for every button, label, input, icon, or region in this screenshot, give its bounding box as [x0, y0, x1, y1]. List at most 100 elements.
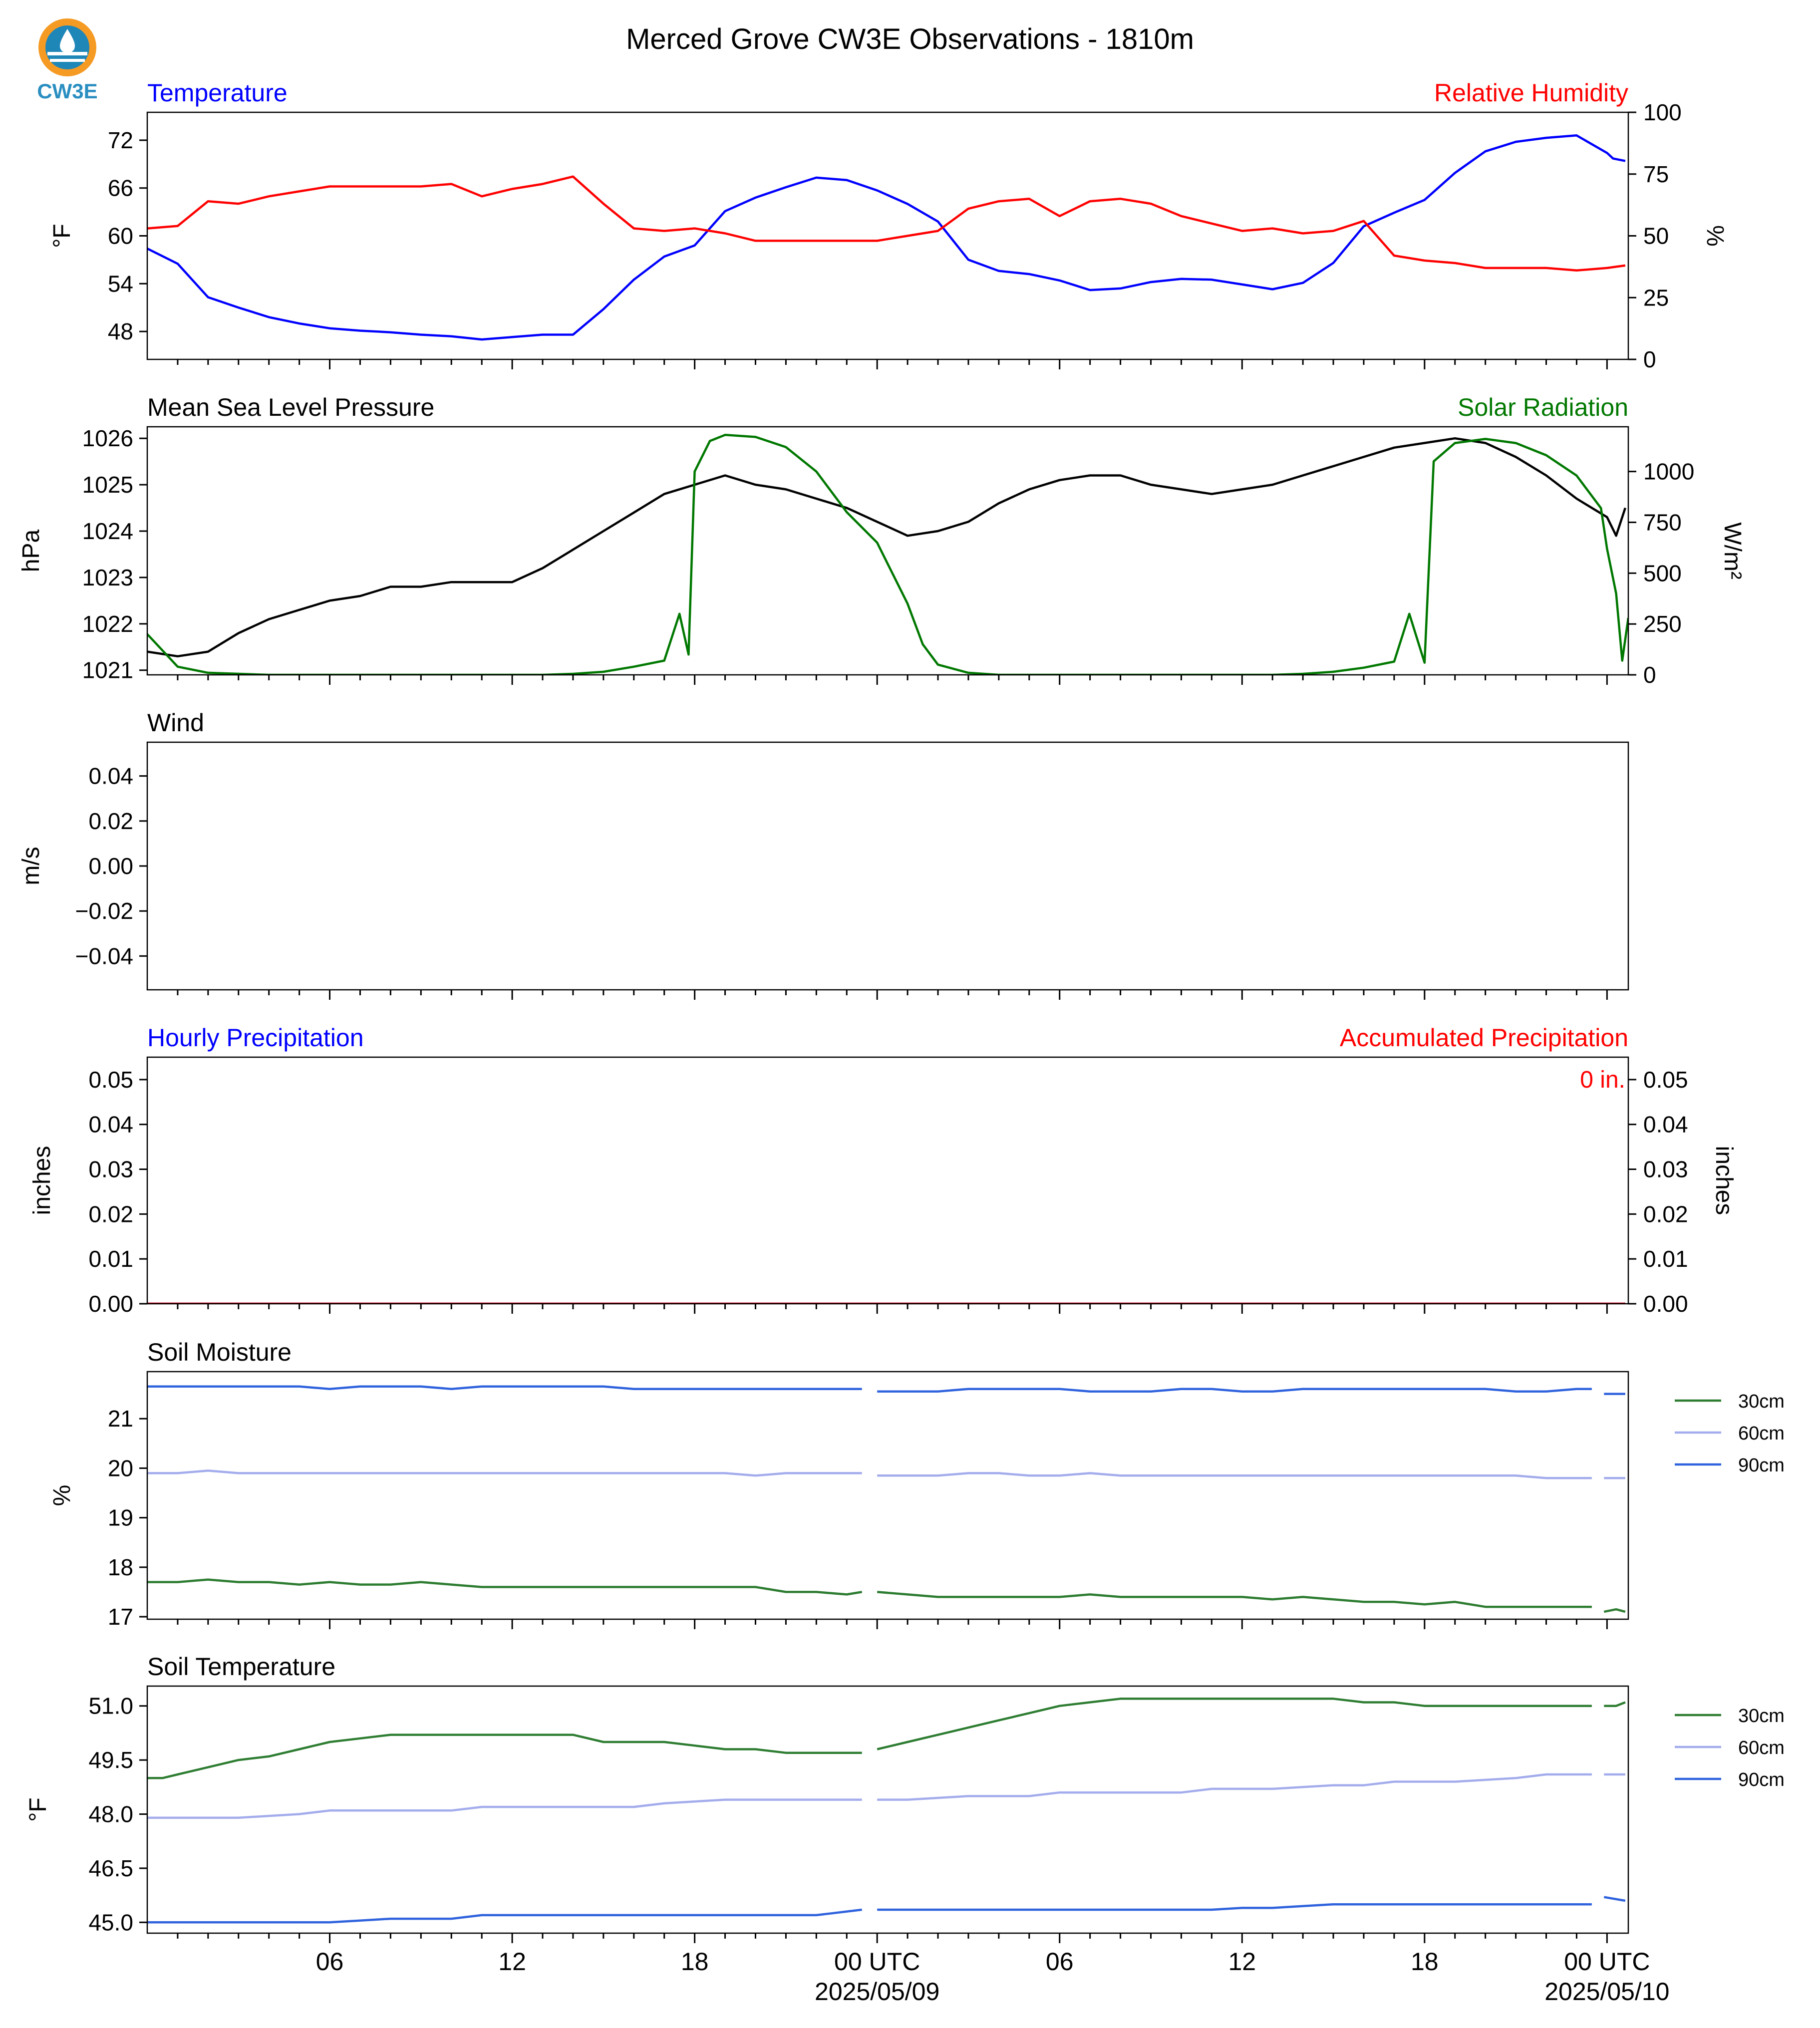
logo-wave-1	[47, 52, 87, 55]
y-tick-label: 0.00	[88, 1291, 133, 1317]
x-tick-label: 18	[1411, 1948, 1439, 1976]
series-line-solar-radiation	[147, 434, 1628, 675]
y-tick-label: 18	[108, 1554, 133, 1580]
y-tick-label: 51.0	[88, 1693, 133, 1719]
series-line-60cm	[877, 1472, 1592, 1479]
plot-frame	[146, 111, 1629, 360]
panel-wind: Wind −0.04 −0.02 0.00 0.02 0.04 m/s	[18, 709, 1629, 1000]
series-line-30cm	[147, 1734, 862, 1779]
y-axis-label-right: W/m²	[1719, 522, 1746, 579]
plot-frame	[146, 1056, 1629, 1305]
y-tick-label-right: 100	[1643, 99, 1682, 125]
x-tick-label: 06	[316, 1948, 344, 1976]
panels: Temperature Relative Humidity 48 54 60 66 72 °F…	[18, 79, 1785, 2006]
legend-label: 30cm	[1738, 1391, 1785, 1412]
y-tick-label-right: 500	[1643, 560, 1682, 586]
panel-precip: Hourly Precipitation Accumulated Precipit…	[29, 1024, 1737, 1317]
x-date-label: 2025/05/10	[1544, 1978, 1669, 2006]
legend-label: 90cm	[1738, 1769, 1785, 1790]
figure-title: Merced Grove CW3E Observations - 1810m	[626, 23, 1194, 55]
series-line-30cm	[877, 1698, 1592, 1750]
y-tick-label-right: 250	[1643, 611, 1682, 637]
series-line-relative-humidity	[147, 175, 1626, 272]
x-tick-label: 00 UTC	[834, 1948, 920, 1976]
y-tick-label: 48	[108, 318, 133, 344]
panel-title-left: Hourly Precipitation	[147, 1024, 364, 1052]
panel-title-right: Relative Humidity	[1434, 79, 1628, 107]
panel-pressure: Mean Sea Level Pressure Solar Radiation 10…	[18, 393, 1746, 688]
y-tick-label: 1023	[82, 565, 133, 590]
x-tick-label: 12	[498, 1948, 526, 1976]
panel-temperature: Temperature Relative Humidity 48 54 60 66 72 °F…	[49, 79, 1728, 372]
y-axis-label: °F	[25, 1797, 51, 1822]
plot-frame	[146, 1685, 1629, 1934]
plot-frame	[146, 741, 1629, 991]
y-tick-label: −0.02	[75, 898, 133, 924]
panel-title-left: Temperature	[147, 79, 288, 107]
y-axis-label: hPa	[18, 529, 44, 572]
y-axis-label-right: inches	[1711, 1146, 1737, 1215]
x-tick-label: 06	[1046, 1948, 1074, 1976]
x-tick-label: 00 UTC	[1564, 1948, 1650, 1976]
legend-label: 60cm	[1738, 1738, 1785, 1758]
series-line-60cm	[877, 1773, 1592, 1801]
y-tick-label: 1024	[82, 518, 133, 544]
y-tick-label: 19	[108, 1505, 133, 1531]
y-tick-label: 21	[108, 1406, 133, 1432]
series-line-30cm	[147, 1578, 863, 1596]
legend-label: 90cm	[1738, 1455, 1785, 1476]
series-line-90cm	[877, 1903, 1592, 1911]
y-tick-label: 0.02	[88, 1201, 133, 1227]
y-tick-label-right: 1000	[1643, 459, 1694, 485]
y-tick-label: 1022	[82, 611, 133, 637]
series-line-90cm	[877, 1388, 1592, 1393]
panel-soil_temperature: Soil Temperature 45.0 46.5 48.0 49.5 51.0 °F 30…	[25, 1653, 1785, 2006]
series-line-90cm	[147, 1385, 862, 1390]
y-tick-label-right: 0.03	[1643, 1157, 1688, 1182]
series-line-30cm	[877, 1591, 1592, 1608]
y-tick-label-right: 0.02	[1643, 1201, 1688, 1227]
series-line-90cm	[147, 1908, 862, 1924]
y-tick-label: 0.04	[88, 1112, 133, 1138]
plot-frame	[146, 1371, 1629, 1620]
panel-soil_moisture: Soil Moisture 17 18 19 20 21% 30cm 60cm 90cm	[49, 1338, 1785, 1630]
x-tick-label: 12	[1228, 1948, 1256, 1976]
panel-title-left: Wind	[147, 709, 204, 737]
y-tick-label: −0.04	[75, 943, 133, 969]
legend-label: 60cm	[1738, 1423, 1785, 1444]
series-line-30cm	[1603, 1608, 1626, 1613]
y-axis-label: %	[49, 1485, 75, 1506]
series-line-90cm	[1603, 1896, 1626, 1902]
logo-text: CW3E	[37, 79, 97, 103]
legend: 30cm 60cm 90cm	[1675, 1706, 1785, 1790]
series-line-60cm	[147, 1798, 862, 1819]
y-tick-label: 60	[108, 223, 133, 249]
accumulated-total-label: 0 in.	[1580, 1067, 1625, 1093]
series-line-temperature	[147, 134, 1626, 341]
y-axis-label: m/s	[18, 847, 44, 885]
y-axis-label-right: %	[1702, 225, 1728, 247]
panel-title-right: Accumulated Precipitation	[1340, 1024, 1628, 1052]
y-tick-label: 1021	[82, 657, 133, 683]
series-line-mean-sea-level-pressure	[147, 437, 1627, 658]
y-tick-label: 1026	[82, 425, 133, 451]
y-tick-label: 17	[108, 1604, 133, 1630]
y-tick-label-right: 75	[1643, 161, 1669, 187]
y-tick-label-right: 0.05	[1643, 1067, 1688, 1093]
y-tick-label: 20	[108, 1455, 133, 1481]
y-tick-label: 66	[108, 175, 133, 201]
y-axis-label: °F	[49, 224, 75, 248]
y-tick-label: 46.5	[88, 1855, 133, 1881]
y-tick-label-right: 0.04	[1643, 1112, 1688, 1138]
y-tick-label: 48.0	[88, 1801, 133, 1827]
panel-title-left: Soil Temperature	[147, 1653, 335, 1681]
legend-label: 30cm	[1738, 1706, 1785, 1727]
series-line-60cm	[147, 1469, 862, 1477]
y-tick-label: 45.0	[88, 1909, 133, 1935]
y-tick-label: 0.00	[88, 853, 133, 879]
logo-drop-icon	[60, 29, 75, 53]
y-tick-label: 1025	[82, 472, 133, 498]
x-tick-label: 18	[681, 1948, 709, 1976]
series-line-30cm	[1604, 1701, 1626, 1707]
